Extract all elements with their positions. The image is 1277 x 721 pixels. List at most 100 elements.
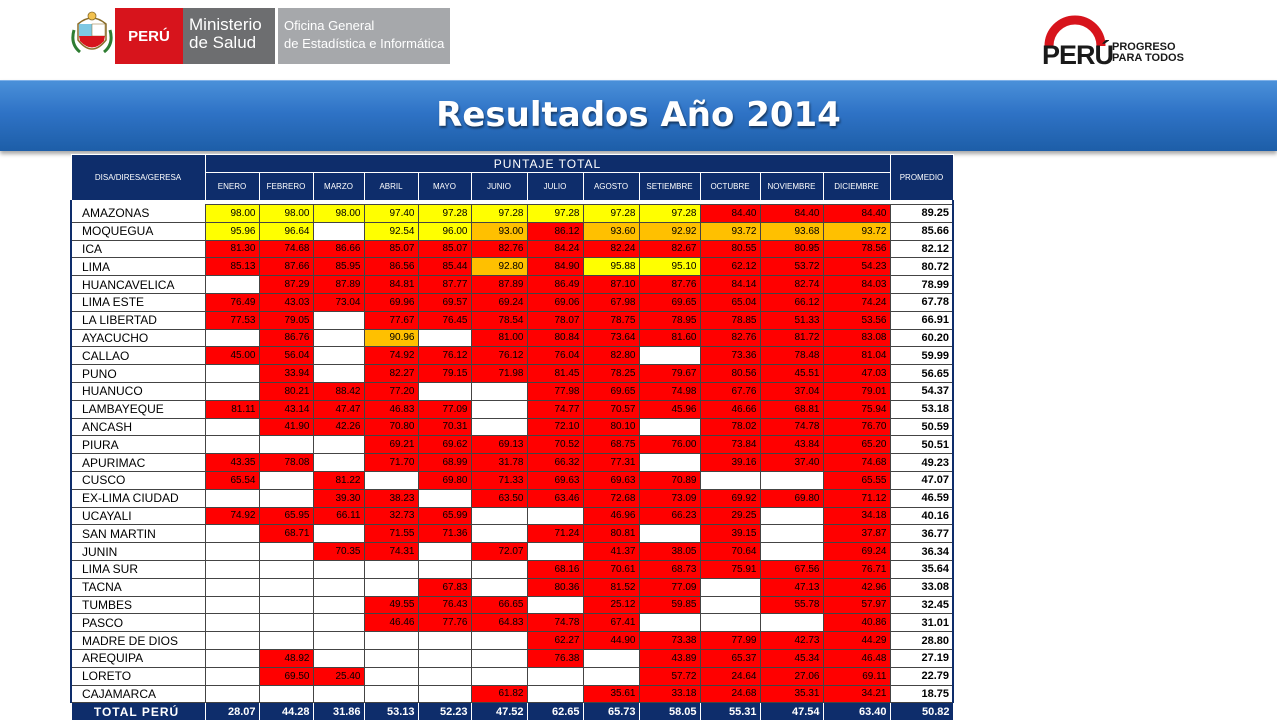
- spacer-row: [70, 200, 954, 205]
- score-cell: 71.33: [470, 470, 528, 490]
- score-cell: 87.10: [582, 275, 640, 294]
- region-name: MOQUEGUA: [70, 222, 206, 241]
- score-cell: 78.56: [822, 239, 891, 259]
- promedio-cell: 28.80: [889, 631, 954, 650]
- score-cell: [258, 542, 314, 561]
- score-cell: 75.91: [699, 559, 761, 579]
- total-cell: 55.31: [699, 702, 761, 721]
- group-header-puntaje: PUNTAJE TOTAL: [204, 154, 891, 173]
- month-header: SETIEMBRE: [638, 172, 701, 201]
- score-cell: 65.99: [417, 506, 472, 526]
- score-cell: 77.31: [582, 453, 640, 472]
- score-cell: 57.72: [638, 666, 701, 686]
- score-cell: 71.70: [363, 453, 419, 472]
- slogan: PROGRESO PARA TODOS: [1112, 42, 1184, 64]
- month-header: JULIO: [526, 172, 584, 201]
- score-cell: 74.92: [204, 506, 260, 526]
- promedio-cell: 67.78: [889, 292, 954, 312]
- score-cell: 56.04: [258, 346, 314, 366]
- score-cell: [417, 666, 472, 686]
- score-cell: 64.83: [470, 613, 528, 633]
- table-row: PUNO 33.94 82.27 79.15 71.98 81.45 78.25 79.67 8…: [70, 364, 954, 383]
- score-cell: [470, 399, 528, 419]
- score-cell: 76.71: [822, 559, 891, 579]
- promedio-cell: 82.12: [889, 239, 954, 259]
- score-cell: 71.12: [822, 488, 891, 508]
- score-cell: 46.66: [699, 399, 761, 419]
- total-cell: 63.40: [822, 702, 891, 721]
- score-cell: 87.76: [638, 275, 701, 294]
- score-cell: 46.48: [822, 648, 891, 668]
- score-cell: 69.21: [363, 435, 419, 455]
- score-cell: 51.33: [759, 310, 824, 330]
- promedio-cell: 78.99: [889, 275, 954, 294]
- score-cell: [470, 559, 528, 579]
- score-cell: 75.94: [822, 399, 891, 419]
- score-cell: 49.55: [363, 595, 419, 615]
- score-cell: 59.85: [638, 595, 701, 615]
- score-cell: 77.09: [638, 577, 701, 597]
- score-cell: 73.04: [312, 292, 365, 312]
- score-cell: [312, 524, 365, 544]
- score-cell: [204, 631, 260, 650]
- score-cell: 25.12: [582, 595, 640, 615]
- score-cell: 35.31: [759, 684, 824, 704]
- score-cell: 85.44: [417, 257, 472, 277]
- score-cell: 57.97: [822, 595, 891, 615]
- score-cell: 54.23: [822, 257, 891, 277]
- score-cell: [526, 506, 584, 526]
- region-name: PIURA: [70, 435, 206, 455]
- score-cell: [526, 542, 584, 561]
- score-cell: [258, 684, 314, 704]
- score-cell: 78.02: [699, 417, 761, 437]
- score-cell: 90.96: [363, 328, 419, 348]
- table-row: EX-LIMA CIUDAD 39.30 38.23 63.50 63.46 72.68 7…: [70, 488, 954, 508]
- score-cell: 32.73: [363, 506, 419, 526]
- score-cell: 77.53: [204, 310, 260, 330]
- score-cell: [204, 542, 260, 561]
- score-cell: 72.10: [526, 417, 584, 437]
- promedio-cell: 53.18: [889, 399, 954, 419]
- score-cell: [363, 631, 419, 650]
- total-cell: 53.13: [363, 702, 419, 721]
- score-cell: 25.40: [312, 666, 365, 686]
- score-cell: 69.11: [822, 666, 891, 686]
- score-cell: 69.06: [526, 292, 584, 312]
- score-cell: 76.12: [470, 346, 528, 366]
- score-cell: [312, 595, 365, 615]
- score-cell: [312, 613, 365, 633]
- score-cell: [204, 364, 260, 383]
- promedio-cell: 54.37: [889, 381, 954, 401]
- score-cell: 43.89: [638, 648, 701, 668]
- score-cell: 97.28: [470, 204, 528, 223]
- score-cell: 37.04: [759, 381, 824, 401]
- score-cell: [312, 577, 365, 597]
- score-cell: 76.38: [526, 648, 584, 668]
- score-cell: 39.16: [699, 453, 761, 472]
- score-cell: [470, 631, 528, 650]
- score-cell: 95.88: [582, 257, 640, 277]
- score-cell: 74.68: [822, 453, 891, 472]
- score-cell: 66.12: [759, 292, 824, 312]
- score-cell: [258, 488, 314, 508]
- score-cell: 39.15: [699, 524, 761, 544]
- score-cell: 82.80: [582, 346, 640, 366]
- table-row: PIURA 69.21 69.62 69.13 70.52 68.75 76.00 73.84…: [70, 435, 954, 455]
- score-cell: 66.65: [470, 595, 528, 615]
- promedio-cell: 47.07: [889, 470, 954, 490]
- score-cell: 93.60: [582, 221, 640, 241]
- score-cell: 78.85: [699, 310, 761, 330]
- score-cell: [258, 470, 314, 490]
- score-cell: 80.56: [699, 364, 761, 383]
- score-cell: 80.36: [526, 577, 584, 597]
- score-cell: 97.40: [363, 204, 419, 223]
- score-cell: 73.64: [582, 328, 640, 348]
- score-cell: 43.84: [759, 435, 824, 455]
- score-cell: 71.36: [417, 524, 472, 544]
- score-cell: 71.24: [526, 524, 584, 544]
- score-cell: 41.37: [582, 542, 640, 561]
- score-cell: 76.70: [822, 417, 891, 437]
- region-name: AYACUCHO: [70, 329, 206, 348]
- table-row: JUNIN 70.35 74.31 72.07 41.37 38.05 70.64 69.24…: [70, 542, 954, 561]
- region-name: JUNIN: [70, 542, 206, 561]
